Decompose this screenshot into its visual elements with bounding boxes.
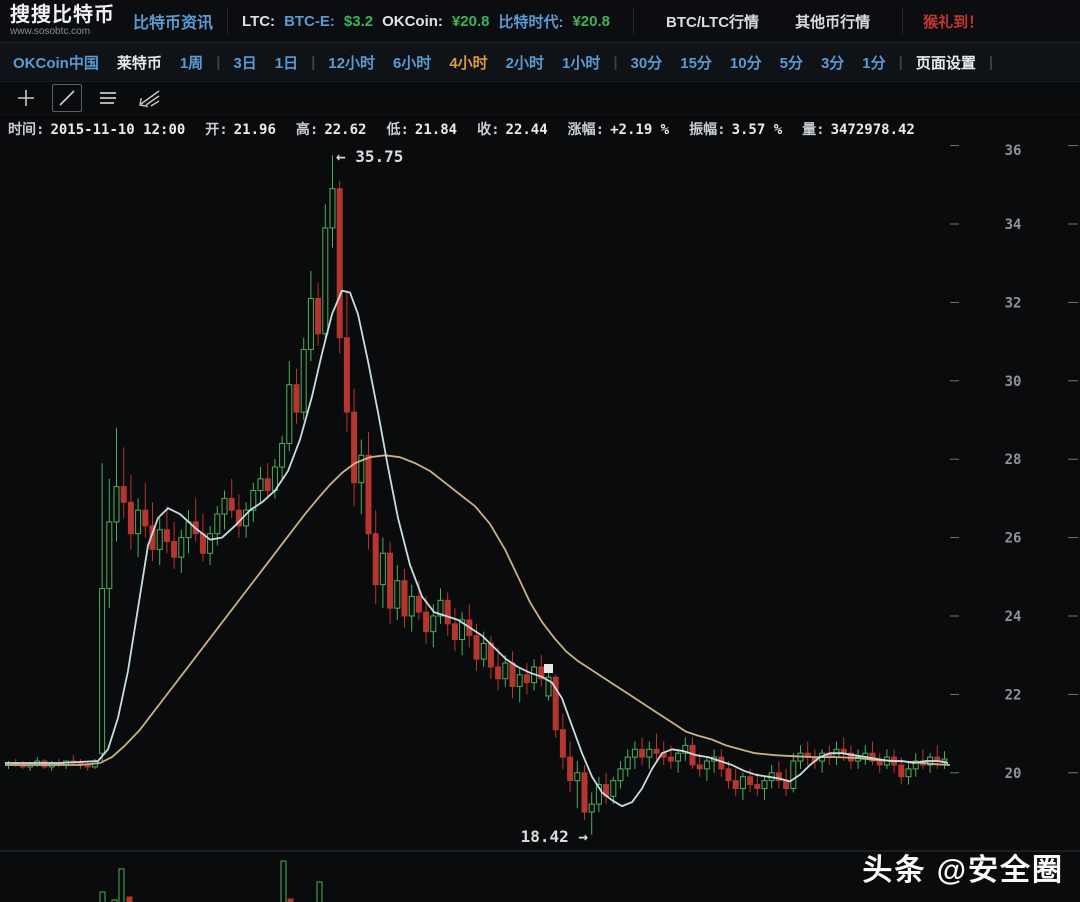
svg-text:← 35.75: ← 35.75 [336,147,403,166]
nav-item-页面设置[interactable]: 页面设置 [915,54,976,72]
nav-item-10分[interactable]: 10分 [729,54,762,72]
ticker-item: BTC-E: [284,12,335,30]
info-label: 高: [295,122,319,138]
trendline-tool[interactable] [52,84,82,112]
svg-text:36: 36 [1005,143,1022,159]
info-field: 高: 22.62 [296,119,367,139]
trendline-icon [59,90,75,106]
chart-canvas[interactable]: 36 34 32 30 28 26 24 22 20 ← 35.75 18.42 → [0,143,1080,902]
nav-item-30分[interactable]: 30分 [630,54,663,72]
info-field: 振幅: 3.57 % [689,119,782,139]
svg-text:18.42 →: 18.42 → [521,827,589,846]
info-field: 收: 22.44 [477,119,548,139]
nav-item-5分[interactable]: 5分 [779,54,803,72]
ticker-item: $3.2 [343,12,374,30]
rays-tool[interactable] [134,85,162,111]
nav-divider: | [311,53,316,71]
ohlc-info-bar: 时间: 2015-11-10 12:00 开: 21.96 高: 22.62 低: 21.84… [0,115,1080,143]
info-field: 低: 21.84 [386,119,457,139]
svg-text:20: 20 [1005,766,1022,782]
info-label: 涨幅: [567,122,605,138]
price-ticker: LTC: BTC-E: $3.2 OKCoin: ¥20.8 比特时代: ¥20.8 [242,11,619,32]
info-value: 3472978.42 [830,122,915,138]
divider [902,7,904,35]
nav-item-12小时[interactable]: 12小时 [328,54,375,72]
promo-banner[interactable]: 猴礼到！ [923,13,984,31]
info-value: +2.19 % [610,122,670,138]
svg-text:32: 32 [1005,295,1022,311]
ticker-item: LTC: [242,12,276,30]
volume-bars [99,860,323,902]
info-field: 时间: 2015-11-10 12:00 [8,119,185,139]
y-axis: 36 34 32 30 28 26 24 22 20 [950,143,1078,782]
divider [633,7,635,35]
info-value: 22.62 [324,122,367,138]
list-tool[interactable] [94,85,122,111]
price-annotations: ← 35.75 18.42 → [336,147,588,846]
info-label: 时间: [8,122,45,138]
nav-item-OKCoin中国[interactable]: OKCoin中国 [13,54,99,72]
top-bar: 搜搜比特币 www.sosobtc.com 比特币资讯 LTC: BTC-E: $3… [0,0,1080,43]
plus-icon [18,90,34,106]
info-value: 21.84 [414,122,458,138]
nav-item-2小时[interactable]: 2小时 [505,54,544,72]
watermark: 头条 @安全圈 [862,845,1064,889]
bitcoin-news-link[interactable]: 比特币资讯 [133,15,214,32]
info-field: 量: 3472978.42 [802,119,915,139]
fan-arrow-icon [139,90,160,108]
drawing-anchor-marker [544,664,553,673]
drawing-toolbar [0,82,1080,115]
nav-item-6小时[interactable]: 6小时 [392,54,432,72]
nav-item-莱特币[interactable]: 莱特币 [116,54,162,72]
nav-item-1日[interactable]: 1日 [274,54,299,72]
site-name: 搜搜比特币 [10,4,115,26]
crosshair-tool[interactable] [12,85,40,111]
site-logo[interactable]: 搜搜比特币 www.sosobtc.com [10,5,115,37]
nav-item-1周[interactable]: 1周 [179,54,204,72]
other-coins-market-link[interactable]: 其他币行情 [795,13,871,31]
candlestick-chart[interactable]: 36 34 32 30 28 26 24 22 20 ← 35.75 18.42 → 头条 @安全圈 [0,143,1080,902]
site-url: www.sosobtc.com [10,26,91,37]
divider [227,7,229,35]
nav-item-3日[interactable]: 3日 [233,54,257,72]
svg-text:28: 28 [1005,452,1022,468]
ticker-item: ¥20.8 [572,12,611,30]
svg-text:34: 34 [1005,217,1022,233]
info-field: 涨幅: +2.19 % [568,119,669,139]
moving-averages [5,289,951,807]
svg-text:24: 24 [1005,609,1022,625]
info-value: 3.57 % [731,122,783,138]
info-field: 开: 21.96 [205,119,276,139]
info-label: 开: [205,122,228,138]
btc-ltc-market-link[interactable]: BTC/LTC行情 [666,13,760,31]
watermark-toutiao: 头条 [862,854,927,887]
nav-divider: | [613,53,618,71]
svg-text:30: 30 [1005,374,1022,390]
nav-item-1分[interactable]: 1分 [862,54,886,72]
info-label: 收: [477,122,500,138]
svg-text:26: 26 [1005,531,1022,547]
nav-divider: | [898,53,903,71]
ticker-item: ¥20.8 [451,12,490,30]
nav-item-3分[interactable]: 3分 [820,54,845,72]
ticker-item: OKCoin: [382,12,443,30]
info-label: 振幅: [689,122,726,138]
nav-item-15分[interactable]: 15分 [680,54,712,72]
nav-item-4小时[interactable]: 4小时 [449,54,488,72]
menu-lines-icon [100,92,116,104]
nav-item-1小时[interactable]: 1小时 [562,54,601,72]
nav-divider: | [988,53,994,71]
svg-text:22: 22 [1005,687,1022,703]
info-value: 21.96 [233,122,276,138]
info-label: 量: [802,122,825,138]
info-value: 22.44 [505,122,548,138]
candlestick-series [5,155,948,835]
info-value: 2015-11-10 12:00 [50,122,186,138]
info-label: 低: [386,122,409,138]
ticker-item: 比特时代: [498,13,564,31]
nav-divider: | [216,53,221,71]
watermark-channel: @安全圈 [936,854,1064,887]
timeframe-nav: OKCoin中国 莱特币 1周 | 3日 1日 | 12小时 6小时 4小时 2小时 1小时 | 30分 1… [0,43,1080,82]
